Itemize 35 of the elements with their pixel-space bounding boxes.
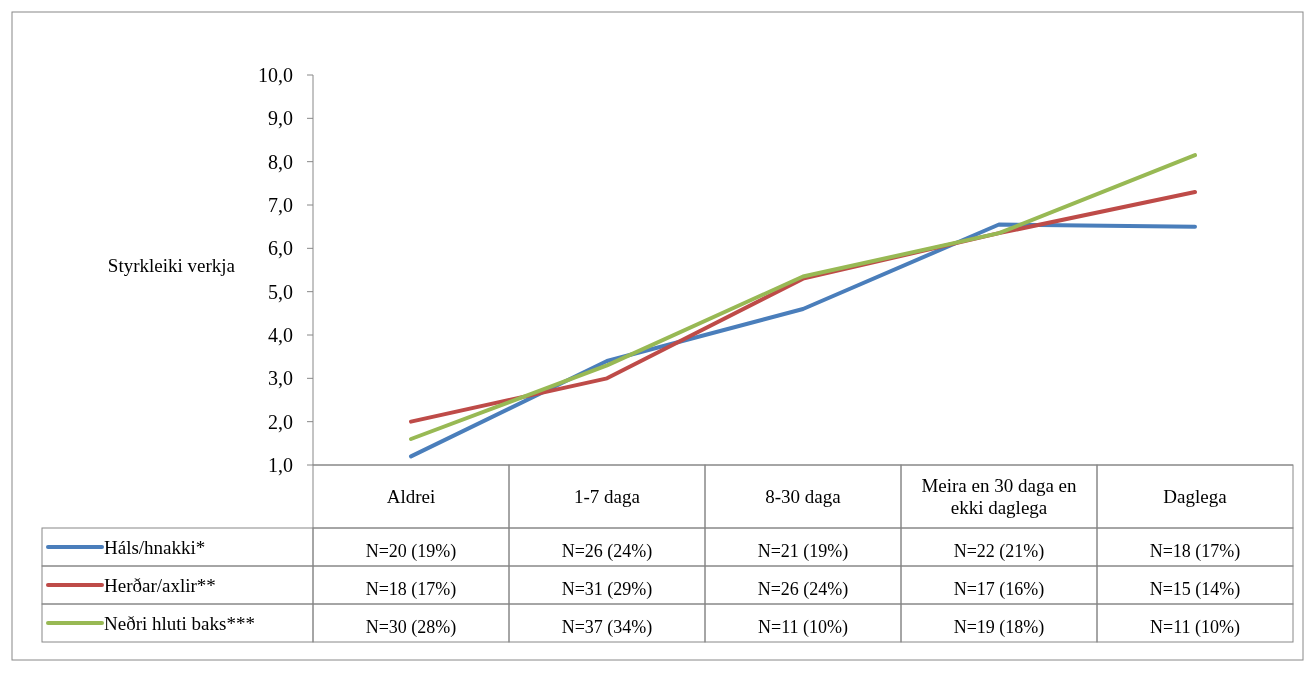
text: N=26 (24%) <box>561 541 653 563</box>
text: N=30 (28%) <box>365 617 457 639</box>
y-tick-label: 1,0 <box>268 454 293 476</box>
legend-label: Neðri hluti baks*** <box>104 612 255 634</box>
text: N=18 (17%) <box>1149 541 1241 563</box>
text: N=31 (29%) <box>561 579 653 601</box>
y-tick-label: 5,0 <box>268 280 293 303</box>
text: N=11 (10%) <box>1150 617 1240 639</box>
text: N=20 (19%) <box>365 541 457 563</box>
text: N=11 (10%) <box>758 617 848 639</box>
text: N=19 (18%) <box>953 617 1045 639</box>
x-tick-label: 8-30 daga <box>765 486 842 508</box>
x-tick-label: Aldrei <box>386 486 436 508</box>
y-axis-title: Styrkleiki verkja <box>107 255 236 276</box>
y-tick-label: 7,0 <box>268 194 293 216</box>
legend-label: Háls/hnakki* <box>104 536 206 558</box>
text: N=18 (17%) <box>365 579 457 601</box>
y-tick-label: 2,0 <box>268 410 293 433</box>
line-series <box>409 153 1197 441</box>
y-tick-label: 4,0 <box>268 324 293 346</box>
y-tick-label: 9,0 <box>268 107 293 130</box>
y-tick-label: 10,0 <box>258 64 293 86</box>
text: N=17 (16%) <box>953 579 1045 601</box>
text: N=37 (34%) <box>561 617 653 639</box>
text: N=22 (21%) <box>953 541 1045 563</box>
text: N=26 (24%) <box>757 579 849 601</box>
text: N=21 (19%) <box>757 541 849 563</box>
x-tick-label: Daglega <box>1163 486 1228 508</box>
x-tick-label: Meira en 30 daga en ekki daglega <box>921 475 1078 519</box>
legend-label: Herðar/axlir** <box>104 574 216 596</box>
y-tick-label: 8,0 <box>268 150 293 173</box>
text: N=15 (14%) <box>1149 579 1241 601</box>
x-tick-label: 1-7 daga <box>574 486 641 508</box>
y-tick-label: 3,0 <box>268 367 293 390</box>
y-tick-label: 6,0 <box>268 237 293 260</box>
